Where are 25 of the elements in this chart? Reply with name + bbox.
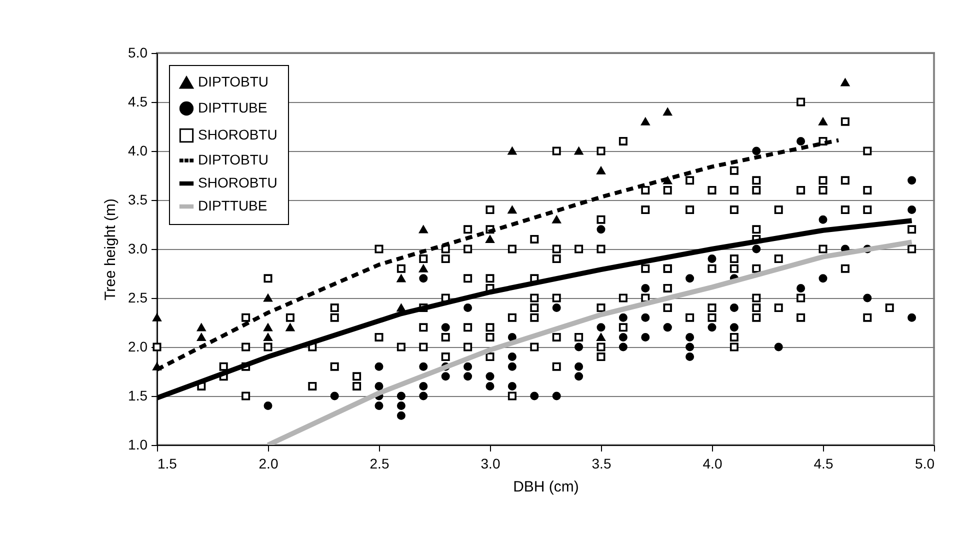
legend-label: DIPTTUBE xyxy=(198,100,268,116)
y-tick-label: 2.5 xyxy=(128,290,148,306)
legend-label: SHOROBTU xyxy=(198,126,278,142)
y-tick-label: 3.0 xyxy=(128,240,148,256)
y-tick-label: 4.0 xyxy=(128,142,148,158)
y-tick-label: 1.5 xyxy=(128,388,148,404)
x-axis-title: DBH (cm) xyxy=(513,478,579,496)
legend-label: DIPTTUBE xyxy=(198,198,268,214)
x-tick-label: 5.0 xyxy=(915,456,935,472)
legend-label: SHOROBTU xyxy=(198,174,278,190)
y-tick-label: 2.0 xyxy=(128,338,148,354)
x-tick-label: 4.5 xyxy=(814,456,834,472)
x-tick-label: 3.0 xyxy=(480,456,500,472)
legend-label: DIPTOBTU xyxy=(198,74,269,90)
x-tick-label: 1.5 xyxy=(158,456,178,472)
x-tick-label: 2.5 xyxy=(370,456,390,472)
y-axis-title: Tree height (m) xyxy=(102,198,120,300)
x-tick-label: 4.0 xyxy=(702,456,722,472)
x-tick-label: 2.0 xyxy=(258,456,278,472)
y-tick-label: 3.5 xyxy=(128,192,148,208)
y-tick-label: 4.5 xyxy=(128,94,148,110)
legend-label: DIPTOBTU xyxy=(198,152,269,168)
y-tick-label: 5.0 xyxy=(128,44,148,60)
y-tick-label: 1.0 xyxy=(128,436,148,452)
x-tick-label: 3.5 xyxy=(592,456,612,472)
